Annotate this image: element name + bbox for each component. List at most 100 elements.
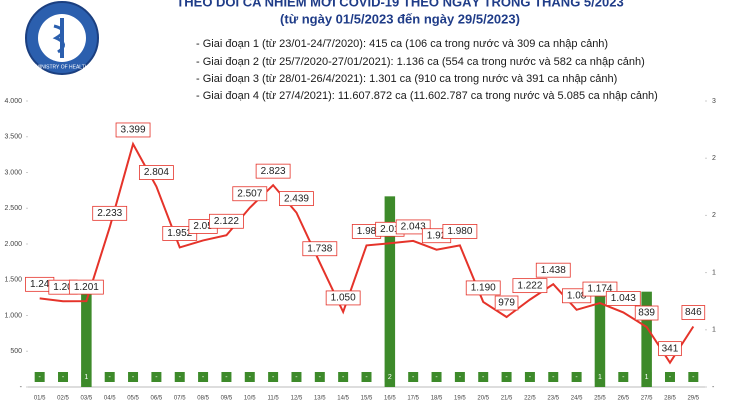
bar-label: -: [342, 374, 345, 381]
value-label: 979: [498, 298, 515, 309]
x-tick-label: 12/5: [291, 396, 303, 402]
logo-text: MINISTRY OF HEALTH: [36, 64, 89, 70]
value-label: 2.804: [144, 167, 169, 178]
x-tick-label: 05/5: [127, 396, 139, 402]
bar-label-box: [104, 372, 115, 382]
value-label-box: [68, 279, 104, 295]
value-label: 2.823: [261, 166, 286, 177]
bar-label-box: [151, 372, 162, 382]
bar-label-box: [384, 372, 395, 382]
value-label-box: [494, 295, 519, 311]
bar-label: -: [62, 374, 65, 381]
logo: MINISTRY OF HEALTH: [25, 1, 99, 75]
bar-label: -: [622, 374, 625, 381]
value-label-box: [255, 163, 291, 179]
bar-label: -: [529, 374, 532, 381]
bar-label-box: [431, 372, 442, 382]
bar-label-box: [594, 372, 605, 382]
y-tick-label: -: [20, 384, 23, 391]
bar-label: -: [132, 374, 135, 381]
x-tick-label: 14/5: [337, 396, 349, 402]
bar-label-box: [478, 372, 489, 382]
bar-label: -: [552, 374, 555, 381]
value-label: 1.24: [30, 279, 50, 290]
note: - Giai đoạn 2 (từ 25/7/2020-27/01/2021):…: [196, 56, 645, 68]
x-tick-label: 27/5: [641, 396, 653, 402]
bar-label: 1: [645, 374, 649, 381]
y2-tick-label: -: [712, 384, 715, 391]
x-tick-label: 03/5: [81, 396, 93, 402]
x-tick-label: 10/5: [244, 396, 256, 402]
value-label-box: [279, 191, 314, 207]
value-label-box: [512, 278, 548, 294]
value-label-box: [92, 205, 128, 221]
bar-label-box: [244, 372, 255, 382]
bar-label: -: [319, 374, 322, 381]
x-tick-label: 13/5: [314, 396, 326, 402]
bar-label-box: [198, 372, 209, 382]
value-label: 2.122: [214, 216, 239, 227]
value-label-box: [465, 280, 501, 296]
x-tick-label: 29/5: [687, 396, 699, 402]
x-tick-label: 11/5: [268, 396, 280, 402]
y2-tick-label: 1: [712, 269, 716, 276]
chart-subtitle: (từ ngày 01/5/2023 đến ngày 29/5/2023): [280, 11, 520, 26]
value-label-box: [658, 341, 682, 357]
value-label-box: [138, 165, 174, 180]
y2-tick-label: 2: [712, 212, 716, 219]
bar-label: -: [435, 374, 438, 381]
x-tick-label: 19/5: [454, 396, 466, 402]
value-label-box: [442, 224, 478, 239]
x-tick-label: 25/5: [594, 396, 606, 402]
bar-label: -: [505, 374, 508, 381]
value-label: 341: [662, 343, 679, 354]
bar-label-box: [34, 372, 45, 382]
value-label: 2.01: [380, 224, 400, 235]
value-label: 1.174: [587, 284, 612, 295]
bar-label-box: [454, 372, 465, 382]
bar-label-box: [128, 372, 139, 382]
value-label: 2.043: [401, 222, 426, 233]
bar-label: -: [202, 374, 205, 381]
bar-label-box: [501, 372, 512, 382]
bar-label-box: [641, 372, 652, 382]
bar-label-box: [174, 372, 185, 382]
value-label-box: [605, 291, 641, 306]
bar-label: -: [692, 374, 695, 381]
x-tick-label: 28/5: [664, 396, 676, 402]
y-tick-label: 2.000: [4, 241, 22, 248]
x-tick-label: 20/5: [477, 396, 489, 402]
bar-label-box: [688, 372, 699, 382]
bar-label-box: [338, 372, 349, 382]
bar-label-box: [548, 372, 559, 382]
x-tick-label: 26/5: [617, 396, 629, 402]
value-label-box: [634, 305, 659, 321]
y-tick-label: 1.500: [4, 277, 22, 284]
bar-label-box: [221, 372, 232, 382]
value-label: 839: [638, 308, 655, 319]
value-label: 2.05: [193, 221, 213, 232]
bar-label: -: [272, 374, 275, 381]
value-label: 1.222: [517, 280, 542, 291]
x-tick-label: 22/5: [524, 396, 536, 402]
value-label: 1.98: [357, 226, 377, 237]
y2-tick-label: 2: [712, 155, 716, 162]
bar-label: -: [575, 374, 578, 381]
value-label-box: [681, 305, 706, 320]
bar-label: 1: [598, 374, 602, 381]
x-tick-label: 15/5: [361, 396, 373, 402]
bar-label: -: [482, 374, 485, 381]
x-tick-label: 09/5: [221, 396, 233, 402]
x-tick-label: 01/5: [34, 396, 46, 402]
bar-label-box: [571, 372, 582, 382]
bar-label: -: [669, 374, 672, 381]
bar-label-box: [361, 372, 372, 382]
y2-tick-label: 1: [712, 327, 716, 334]
bar-label: -: [179, 374, 182, 381]
value-label: 2.507: [237, 188, 262, 199]
bar-label-box: [408, 372, 419, 382]
bar-label: -: [39, 374, 42, 381]
bar-label: 1: [84, 374, 88, 381]
x-tick-label: 24/5: [571, 396, 583, 402]
